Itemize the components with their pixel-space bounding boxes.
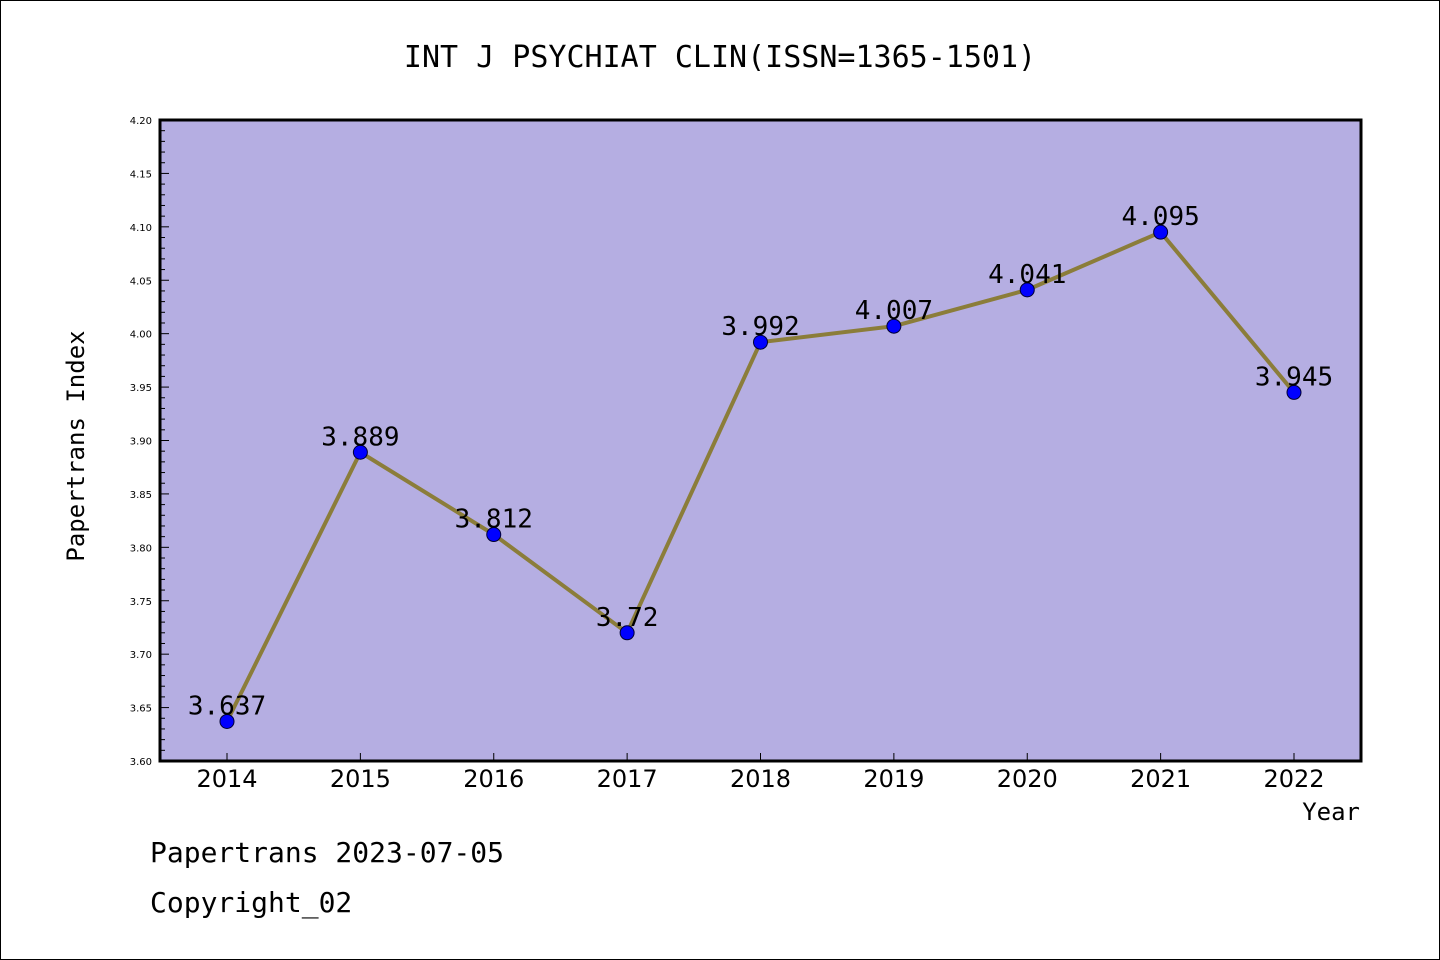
footer-date: Papertrans 2023-07-05 (150, 836, 505, 869)
data-point (1286, 384, 1302, 400)
data-point (619, 625, 635, 641)
data-label: 3.945 (1255, 362, 1333, 392)
chart-title: INT J PSYCHIAT CLIN(ISSN=1365-1501) (404, 40, 1036, 75)
data-label: 4.041 (988, 260, 1066, 290)
data-point (219, 713, 235, 729)
y-tick-label: 3.70 (130, 650, 152, 661)
y-tick-label: 3.80 (130, 543, 152, 554)
y-tick-label: 3.95 (130, 383, 152, 394)
y-tick-label: 4.00 (130, 330, 152, 341)
data-point (1153, 224, 1169, 240)
data-label: 4.095 (1121, 202, 1199, 232)
x-tick-label: 2015 (330, 765, 391, 793)
data-label: 3.637 (188, 691, 266, 721)
y-axis-label: Papertrans Index (62, 330, 90, 561)
x-tick-label: 2020 (997, 765, 1058, 793)
x-tick-label: 2021 (1130, 765, 1191, 793)
y-tick-label: 4.15 (130, 169, 152, 180)
data-point (753, 334, 768, 350)
x-tick-label: 2017 (597, 765, 658, 793)
data-label: 3.992 (721, 312, 799, 342)
x-axis-label: Year (1302, 798, 1360, 826)
series-markers (219, 224, 1302, 729)
y-tick-label: 3.85 (130, 490, 152, 501)
y-tick-label: 3.60 (130, 757, 152, 768)
data-label: 4.007 (855, 296, 933, 326)
y-tick-label: 4.20 (130, 116, 152, 127)
y-axis: 3.60 3.65 3.70 3.75 3.80 3.85 3.90 3.95 4.00 4.05… (130, 116, 169, 768)
x-tick-label: 2014 (196, 765, 257, 793)
y-tick-label: 3.90 (130, 437, 152, 448)
x-tick-label: 2016 (463, 765, 524, 793)
data-label: 3.72 (596, 603, 659, 633)
x-tick-label: 2022 (1263, 765, 1324, 793)
plot-border (158, 118, 1363, 763)
data-point (486, 527, 502, 543)
y-tick-label: 3.65 (130, 704, 152, 715)
data-point (886, 318, 902, 334)
x-tick-label: 2018 (730, 765, 791, 793)
data-point (1019, 282, 1035, 298)
x-axis: 2014 2015 2016 2017 2018 2019 2020 2021 2022 (196, 753, 1325, 793)
data-labels: 3.637 3.889 3.812 3.72 3.992 4.007 4.041 4.095 3… (188, 202, 1333, 721)
y-tick-label: 4.10 (130, 223, 152, 234)
data-label: 3.812 (455, 505, 533, 535)
y-tick-label: 4.05 (130, 276, 152, 287)
data-label: 3.889 (321, 422, 399, 452)
data-point (352, 444, 368, 460)
y-tick-label: 3.75 (130, 597, 152, 608)
footer-copyright: Copyright_02 (150, 886, 353, 919)
x-tick-label: 2019 (863, 765, 924, 793)
